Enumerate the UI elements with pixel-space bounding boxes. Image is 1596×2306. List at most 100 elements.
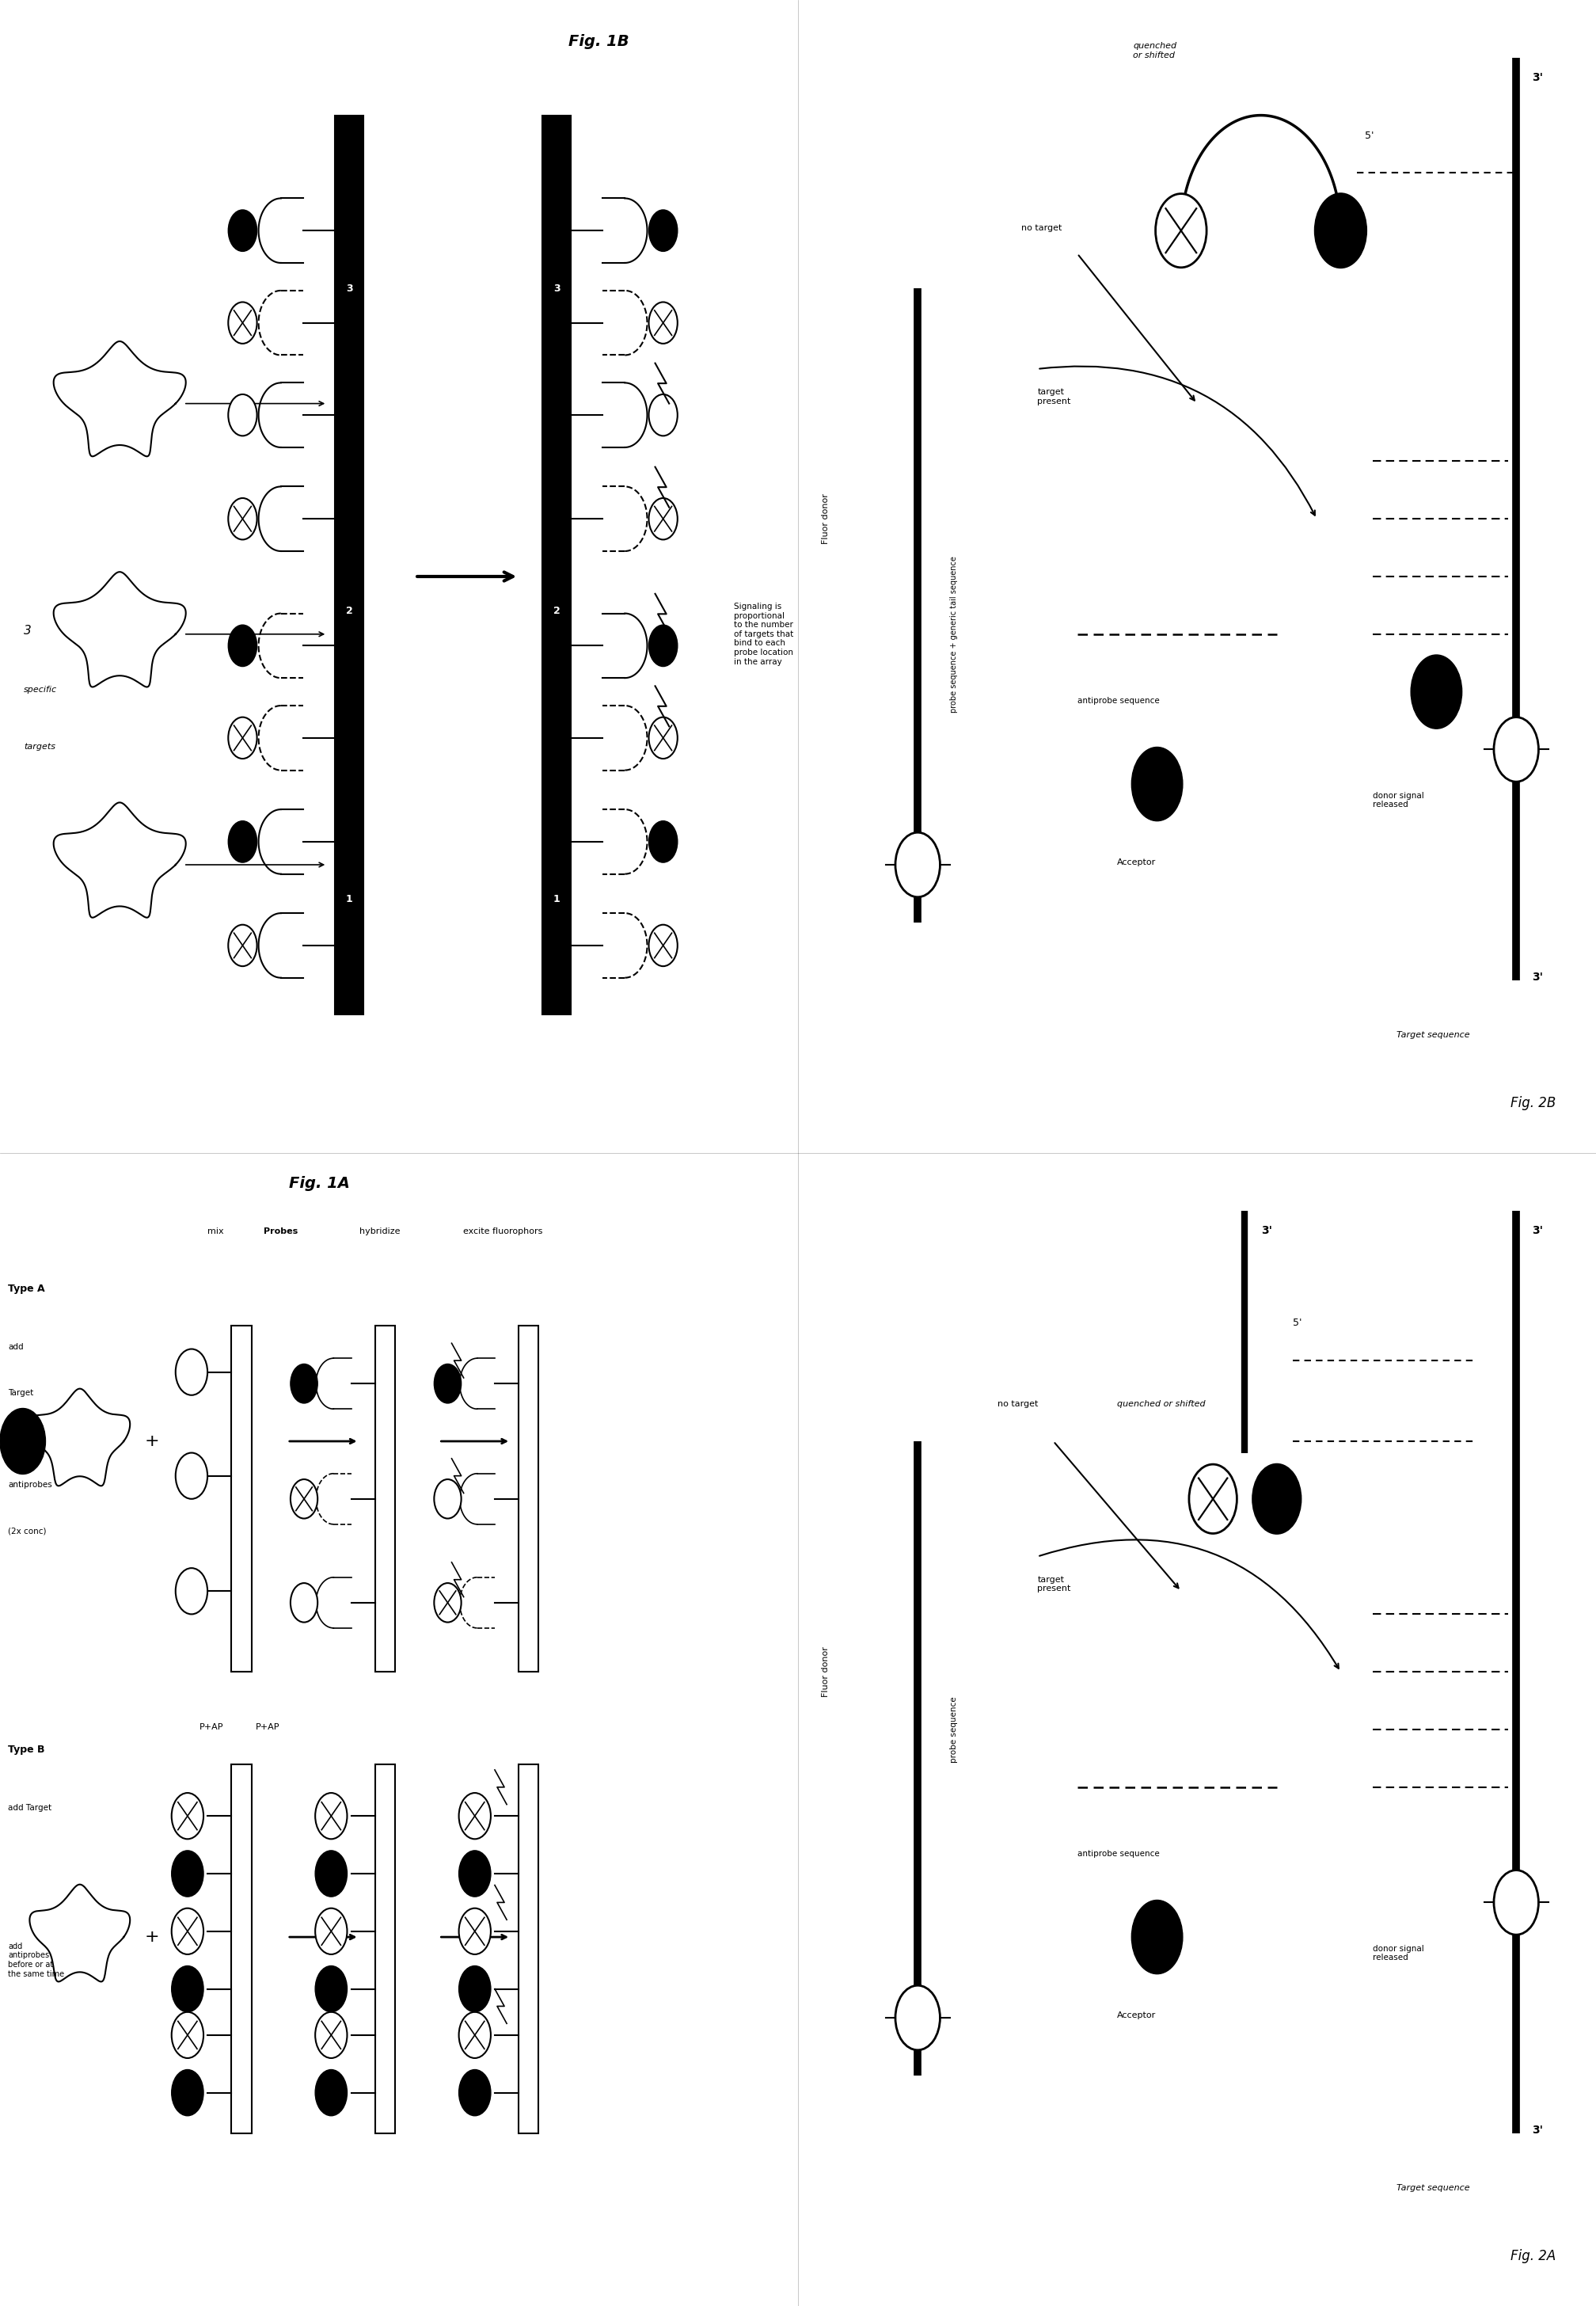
Circle shape <box>316 1909 348 1955</box>
Text: Fluor donor: Fluor donor <box>822 1646 830 1697</box>
Circle shape <box>172 2071 204 2117</box>
Text: (2x conc): (2x conc) <box>8 1527 46 1536</box>
Text: add: add <box>8 1342 24 1351</box>
Text: 5': 5' <box>1293 1319 1302 1328</box>
Text: Target sequence: Target sequence <box>1396 2184 1470 2193</box>
Text: 2: 2 <box>346 606 353 616</box>
Circle shape <box>1132 1900 1183 1974</box>
Text: 3: 3 <box>346 284 353 293</box>
Text: Type A: Type A <box>8 1284 45 1294</box>
Text: probe sequence: probe sequence <box>950 1697 958 1762</box>
Text: antiprobes: antiprobes <box>8 1480 53 1490</box>
Circle shape <box>316 1965 348 2011</box>
Circle shape <box>648 210 677 251</box>
Circle shape <box>228 717 257 759</box>
Text: add
antiprobes
before or at
the same time: add antiprobes before or at the same tim… <box>8 1942 64 1979</box>
Circle shape <box>1315 194 1366 267</box>
Text: no target: no target <box>998 1400 1037 1409</box>
Text: 2: 2 <box>554 606 560 616</box>
Text: add Target: add Target <box>8 1803 51 1813</box>
Text: Probes: Probes <box>263 1227 297 1236</box>
Circle shape <box>460 1794 492 1840</box>
Circle shape <box>648 394 677 436</box>
Text: 3': 3' <box>1532 1224 1543 1236</box>
Circle shape <box>648 302 677 344</box>
Text: Fluor donor: Fluor donor <box>822 493 830 544</box>
Text: Fig. 2B: Fig. 2B <box>1511 1095 1556 1109</box>
Text: antiprobe sequence: antiprobe sequence <box>1077 1849 1159 1859</box>
Circle shape <box>895 832 940 897</box>
Circle shape <box>316 1849 348 1896</box>
Circle shape <box>460 2071 492 2117</box>
Text: +: + <box>144 1434 160 1448</box>
Circle shape <box>648 821 677 862</box>
Circle shape <box>648 498 677 540</box>
Text: 3: 3 <box>554 284 560 293</box>
Circle shape <box>228 625 257 666</box>
Text: mix: mix <box>207 1227 223 1236</box>
Text: 3': 3' <box>1261 1224 1272 1236</box>
Text: 5': 5' <box>1365 131 1374 141</box>
Circle shape <box>290 1582 318 1623</box>
Circle shape <box>1253 1464 1301 1533</box>
Circle shape <box>434 1480 461 1517</box>
Text: specific: specific <box>24 685 57 694</box>
Circle shape <box>460 1849 492 1896</box>
Circle shape <box>1189 1464 1237 1533</box>
Circle shape <box>176 1453 207 1499</box>
Circle shape <box>172 1909 204 1955</box>
Text: Fig. 1A: Fig. 1A <box>289 1176 350 1190</box>
Text: targets: targets <box>24 743 56 752</box>
Circle shape <box>1494 1870 1539 1935</box>
Circle shape <box>228 821 257 862</box>
Text: 3: 3 <box>24 625 32 636</box>
Circle shape <box>290 1365 318 1402</box>
Bar <box>375 1326 396 1672</box>
Circle shape <box>648 925 677 966</box>
Text: donor signal
released: donor signal released <box>1373 791 1424 809</box>
Text: no target: no target <box>1021 224 1061 233</box>
Circle shape <box>228 498 257 540</box>
Circle shape <box>648 717 677 759</box>
Text: 3': 3' <box>1532 971 1543 982</box>
Circle shape <box>290 1480 318 1517</box>
Text: 3': 3' <box>1532 71 1543 83</box>
Text: P+AP: P+AP <box>200 1723 223 1732</box>
Circle shape <box>0 1409 45 1474</box>
Circle shape <box>1132 747 1183 821</box>
Text: Target: Target <box>8 1388 34 1397</box>
Circle shape <box>316 2071 348 2117</box>
Bar <box>231 1764 252 2133</box>
Text: antiprobe sequence: antiprobe sequence <box>1077 696 1159 706</box>
Circle shape <box>316 2011 348 2057</box>
Text: hybridize: hybridize <box>359 1227 401 1236</box>
Circle shape <box>1494 717 1539 782</box>
Text: Type B: Type B <box>8 1746 45 1755</box>
Circle shape <box>895 1985 940 2050</box>
Bar <box>519 1326 539 1672</box>
Text: Acceptor: Acceptor <box>1117 858 1156 867</box>
Text: 3': 3' <box>1532 2124 1543 2135</box>
Text: target
present: target present <box>1037 387 1071 406</box>
Circle shape <box>1411 655 1462 729</box>
Bar <box>335 115 364 1015</box>
Circle shape <box>434 1365 461 1402</box>
Circle shape <box>172 2011 204 2057</box>
Circle shape <box>228 210 257 251</box>
Circle shape <box>228 302 257 344</box>
Circle shape <box>172 1794 204 1840</box>
Text: target
present: target present <box>1037 1575 1071 1593</box>
Text: 1: 1 <box>554 895 560 904</box>
Circle shape <box>176 1349 207 1395</box>
Circle shape <box>648 625 677 666</box>
Text: excite fluorophors: excite fluorophors <box>463 1227 543 1236</box>
Circle shape <box>460 2011 492 2057</box>
Text: Target sequence: Target sequence <box>1396 1031 1470 1040</box>
Circle shape <box>434 1582 461 1623</box>
Bar <box>375 1764 396 2133</box>
Bar <box>519 1764 539 2133</box>
Circle shape <box>1156 194 1207 267</box>
Text: quenched
or shifted: quenched or shifted <box>1133 42 1176 60</box>
Text: probe sequence + generic tail sequence: probe sequence + generic tail sequence <box>950 556 958 713</box>
Text: +: + <box>144 1930 160 1944</box>
